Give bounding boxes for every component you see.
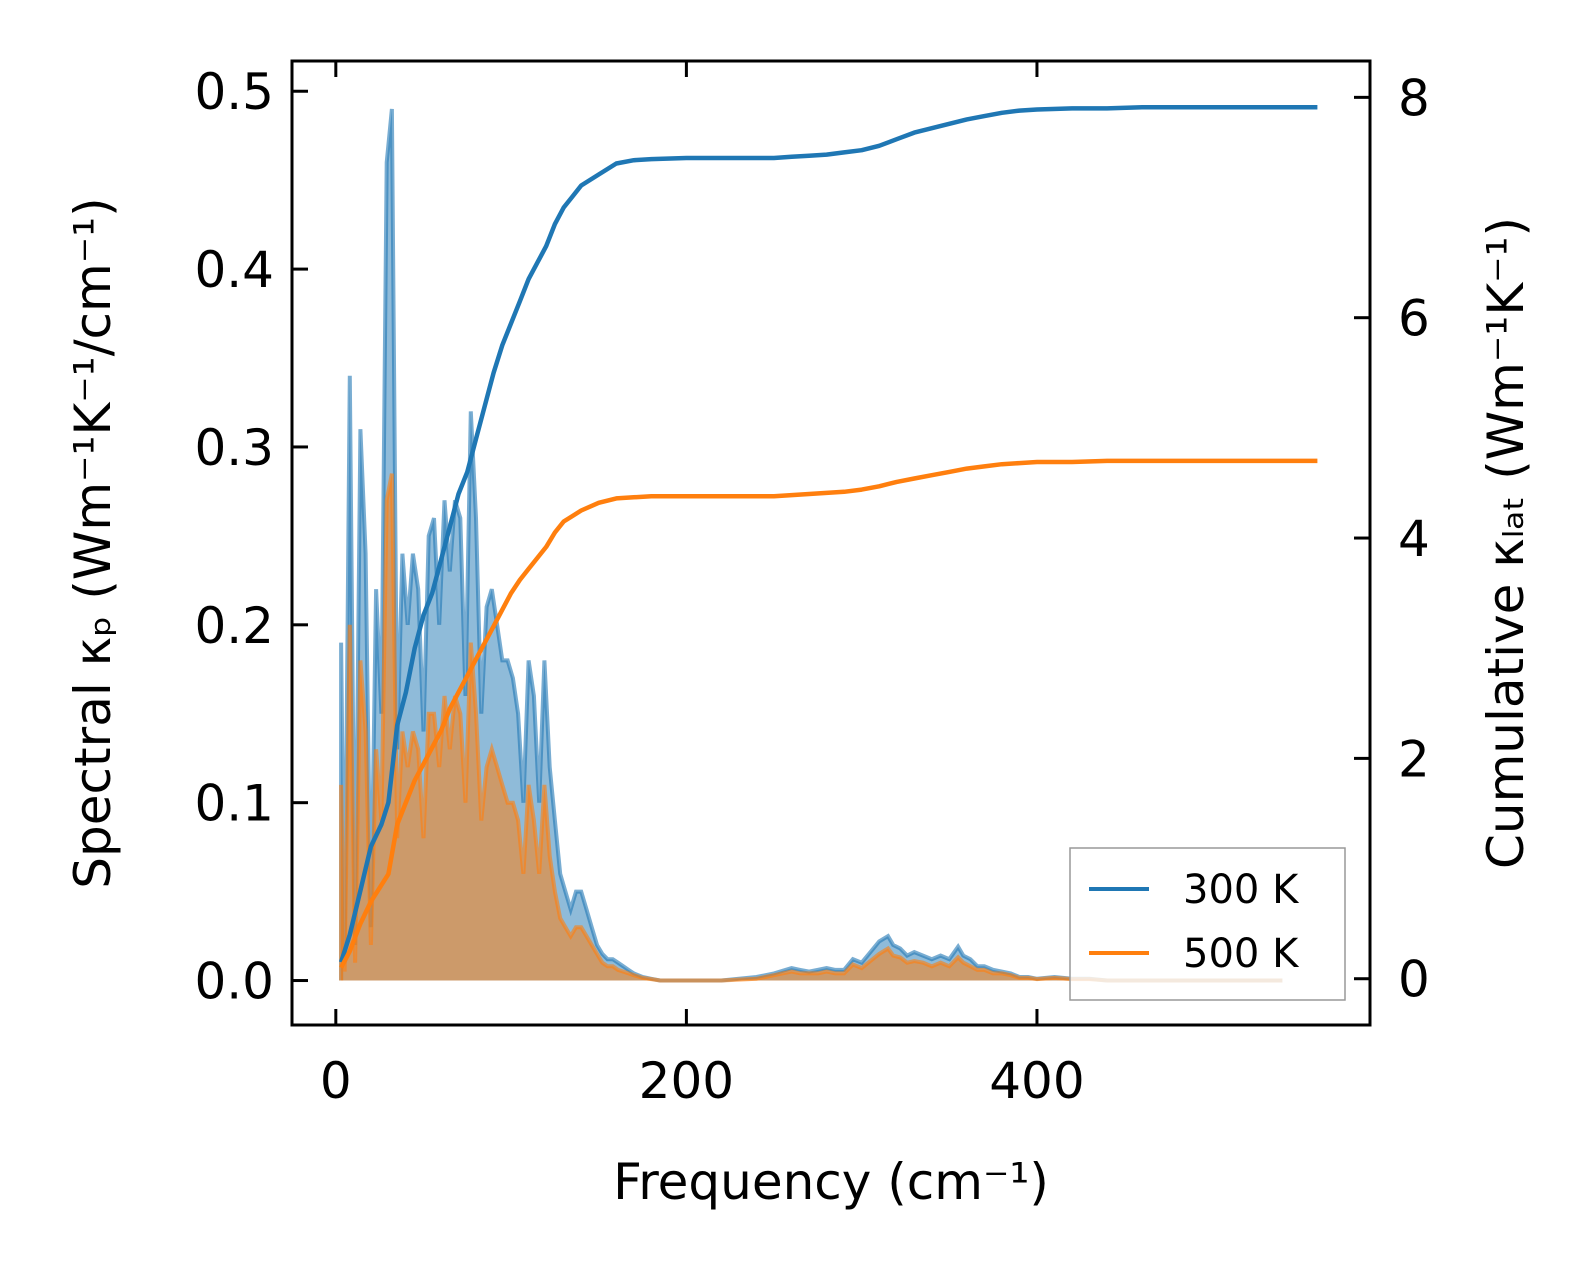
- y-tick-label-left: 0.0: [194, 953, 274, 1011]
- x-tick-label: 200: [639, 1052, 734, 1110]
- cumulative-line-300k: [338, 105, 1318, 963]
- y-tick-label-right: 0: [1398, 951, 1430, 1009]
- x-tick-label: 400: [989, 1052, 1084, 1110]
- x-tick-label: 0: [320, 1052, 352, 1110]
- y-tick-label-left: 0.5: [194, 63, 274, 121]
- plot-frame: [290, 59, 1372, 1027]
- legend-frame: [1069, 847, 1346, 1001]
- y-tick-label-right: 4: [1398, 510, 1430, 568]
- y-tick-label-left: 0.2: [194, 597, 274, 655]
- legend: 300 K 500 K: [1069, 847, 1346, 1001]
- y-axis-right-title: Cumulative κₗₐₜ (Wm⁻¹K⁻¹): [1477, 217, 1535, 869]
- legend-label-300k: 300 K: [1183, 867, 1300, 913]
- y-tick-label-right: 8: [1398, 69, 1430, 127]
- y-tick-label-left: 0.3: [194, 419, 274, 477]
- cumulative-line-500k: [339, 458, 1318, 969]
- x-axis-title: Frequency (cm⁻¹): [613, 1153, 1049, 1211]
- y-tick-label-left: 0.4: [194, 241, 274, 299]
- y-tick-label-left: 0.1: [194, 775, 274, 833]
- y-axis-left-title: Spectral κₚ (Wm⁻¹K⁻¹/cm⁻¹): [64, 197, 122, 888]
- axes: 0 200 400 0.0 0.1 0.2 0.3 0.4 0.5 0 2 4 6 8: [194, 59, 1430, 1110]
- y-tick-label-right: 2: [1398, 730, 1430, 788]
- plot-area: [338, 105, 1318, 983]
- legend-label-500k: 500 K: [1183, 931, 1300, 977]
- y-tick-label-right: 6: [1398, 290, 1430, 348]
